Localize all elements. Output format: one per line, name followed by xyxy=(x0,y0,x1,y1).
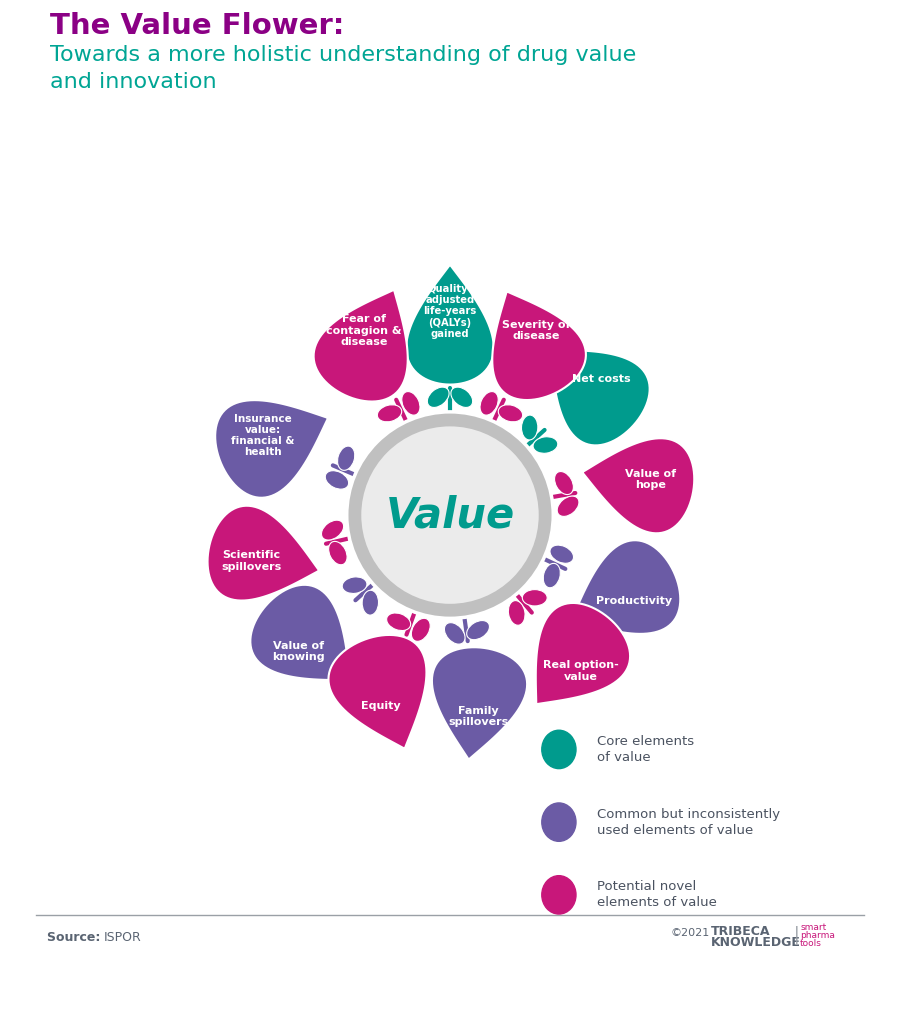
Polygon shape xyxy=(406,265,494,385)
Polygon shape xyxy=(250,585,350,681)
Ellipse shape xyxy=(377,405,401,422)
Text: Value of
knowing: Value of knowing xyxy=(273,640,325,662)
Polygon shape xyxy=(572,540,680,634)
Ellipse shape xyxy=(411,618,430,641)
Text: Net costs: Net costs xyxy=(572,374,631,384)
Text: Value of
hope: Value of hope xyxy=(625,469,676,490)
Ellipse shape xyxy=(550,545,573,564)
Text: Value: Value xyxy=(385,494,515,536)
Polygon shape xyxy=(550,349,650,445)
Ellipse shape xyxy=(521,415,538,440)
Polygon shape xyxy=(582,438,694,533)
Circle shape xyxy=(361,426,539,604)
Polygon shape xyxy=(328,635,427,748)
Polygon shape xyxy=(536,603,630,704)
Text: ©2021: ©2021 xyxy=(670,928,710,938)
Text: KNOWLEDGE: KNOWLEDGE xyxy=(711,936,801,949)
Ellipse shape xyxy=(325,471,348,489)
Ellipse shape xyxy=(557,496,579,516)
Text: Common but inconsistently
used elements of value: Common but inconsistently used elements … xyxy=(597,808,779,836)
Ellipse shape xyxy=(508,601,525,625)
Polygon shape xyxy=(208,506,320,601)
Text: Real option-
value: Real option- value xyxy=(543,661,619,682)
Ellipse shape xyxy=(445,622,465,644)
Text: smart: smart xyxy=(800,923,826,932)
Ellipse shape xyxy=(480,392,499,415)
Ellipse shape xyxy=(544,564,561,588)
Text: ISPOR: ISPOR xyxy=(104,931,141,944)
Text: Quality-
adjusted
life-years
(QALYs)
gained: Quality- adjusted life-years (QALYs) gai… xyxy=(423,284,477,339)
Text: The Value Flower:: The Value Flower: xyxy=(50,12,344,40)
Text: |: | xyxy=(794,926,799,944)
Text: Towards a more holistic understanding of drug value
and innovation: Towards a more holistic understanding of… xyxy=(50,45,635,92)
Ellipse shape xyxy=(401,392,420,415)
Text: pharma: pharma xyxy=(800,931,835,940)
Polygon shape xyxy=(215,400,328,498)
Ellipse shape xyxy=(321,520,344,540)
Ellipse shape xyxy=(342,577,367,594)
Text: Potential novel
elements of value: Potential novel elements of value xyxy=(597,881,716,909)
Ellipse shape xyxy=(338,446,355,471)
Ellipse shape xyxy=(467,620,490,639)
Ellipse shape xyxy=(362,590,379,615)
Text: Core elements
of value: Core elements of value xyxy=(597,735,694,764)
Text: Fear of
contagion &
disease: Fear of contagion & disease xyxy=(326,314,401,346)
Polygon shape xyxy=(432,647,527,760)
Text: TRIBECA: TRIBECA xyxy=(711,925,770,938)
Text: Scientific
spillovers: Scientific spillovers xyxy=(221,550,282,572)
Text: Equity: Equity xyxy=(361,701,400,711)
Text: Insurance
value:
financial &
health: Insurance value: financial & health xyxy=(231,414,294,458)
Text: Productivity: Productivity xyxy=(597,596,672,606)
Ellipse shape xyxy=(328,541,347,565)
Text: Source:: Source: xyxy=(47,931,104,944)
Ellipse shape xyxy=(387,613,410,630)
Polygon shape xyxy=(313,290,408,402)
Ellipse shape xyxy=(451,387,472,407)
Text: Family
spillovers: Family spillovers xyxy=(448,706,508,727)
Polygon shape xyxy=(492,291,586,400)
Text: Severity of
disease: Severity of disease xyxy=(502,320,571,341)
Ellipse shape xyxy=(522,590,547,606)
Ellipse shape xyxy=(499,405,523,422)
Ellipse shape xyxy=(428,387,449,407)
Text: tools: tools xyxy=(800,939,822,948)
Ellipse shape xyxy=(554,472,573,495)
Circle shape xyxy=(346,412,554,618)
Ellipse shape xyxy=(533,436,558,453)
